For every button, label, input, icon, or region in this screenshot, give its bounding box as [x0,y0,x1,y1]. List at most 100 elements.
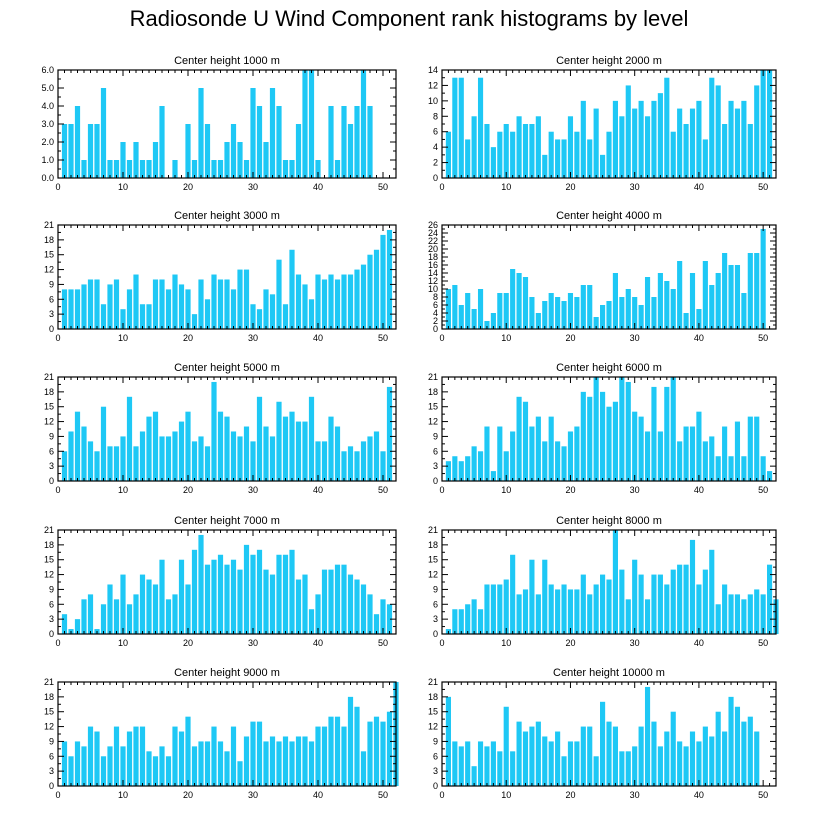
histogram-bar [452,285,458,329]
histogram-bar [126,396,133,481]
y-tick-label: 9 [49,736,54,746]
histogram-bar [120,142,126,178]
histogram-bar [276,401,282,481]
histogram-bar [709,77,715,178]
histogram-bar [510,431,516,481]
y-tick-label: 21 [428,677,438,687]
histogram-bar [282,554,289,634]
histogram-bar [94,731,100,786]
histogram-bar [269,294,276,329]
histogram-bar [632,108,638,178]
histogram-bar [178,731,185,786]
y-tick-label: 8 [433,111,438,121]
histogram-bar [308,70,315,178]
x-tick-label: 0 [55,638,60,648]
histogram-bar [587,285,593,329]
panel-4: Center height 4000 m0 10 20 30 40 50024681012… [428,210,777,343]
histogram-bar [677,108,683,178]
histogram-bar [747,594,753,634]
x-tick-label: 20 [565,790,575,800]
y-tick-label: 10 [428,96,438,106]
y-tick-label: 0 [433,324,438,334]
histogram-bar [354,451,360,481]
histogram-bar [354,579,360,634]
histogram-bar [548,131,554,178]
y-tick-label: 3 [433,614,438,624]
histogram-bar [302,70,308,178]
histogram-bar [477,77,484,178]
histogram-bar [465,604,471,634]
histogram-bar [334,160,341,178]
histogram-bar [561,301,567,329]
histogram-bar [178,284,185,329]
histogram-bar [465,456,471,481]
histogram-bar [497,426,503,481]
histogram-bar [593,756,599,786]
histogram-bar [94,451,100,481]
panel-6: Center height 6000 m 0 10 20 30 40 50 0 3 6 9 12 15 1… [428,362,777,495]
y-tick-label: 12 [44,722,54,732]
x-tick-label: 50 [378,182,388,192]
histogram-bar [165,756,172,786]
histogram-bar [555,731,561,786]
histogram-bar [289,249,295,329]
histogram-bar [211,726,217,786]
histogram-bar [522,589,529,634]
y-tick-label: 4 [433,142,438,152]
histogram-bar [760,229,766,329]
histogram-bar [670,131,676,178]
histogram-bar [619,751,625,786]
histogram-bar [587,726,593,786]
y-tick-label: 3 [49,461,54,471]
histogram-bar [204,299,211,329]
y-tick-label: 15 [44,707,54,717]
histogram-bar [237,761,243,786]
histogram-bar [555,139,561,178]
histogram-bar [289,411,295,481]
histogram-bar [606,131,612,178]
histogram-bar [458,609,464,634]
histogram-bar [380,234,386,329]
histogram-bar [269,436,276,481]
y-tick-label: 10 [428,284,438,294]
histogram-bar [593,317,599,329]
histogram-bar [593,584,599,634]
histogram-bar [373,431,380,481]
histogram-bar [139,304,146,329]
histogram-bar [276,106,282,178]
histogram-bar [146,751,152,786]
histogram-bar [510,554,516,634]
histogram-bar [689,731,696,786]
histogram-bar [146,579,152,634]
histogram-bar [217,741,224,786]
histogram-bar [490,147,496,178]
histogram-bar [651,297,657,329]
histogram-bar [497,751,503,786]
histogram-bar [535,721,541,786]
histogram-bar [133,726,139,786]
histogram-bar [191,549,198,634]
histogram-bar [503,706,509,786]
x-tick-label: 50 [758,485,768,495]
histogram-bar [133,274,139,329]
x-tick-label: 20 [183,182,193,192]
histogram-bar [230,124,237,178]
x-tick-label: 40 [694,182,704,192]
histogram-bar [198,741,204,786]
y-tick-label: 2 [433,316,438,326]
histogram-bar [471,309,477,329]
histogram-bar [689,273,696,329]
histogram-bar [535,594,541,634]
histogram-bar [612,273,618,329]
histogram-bar [191,746,198,786]
histogram-bar [567,431,574,481]
histogram-bar [367,721,373,786]
histogram-bar [619,297,625,329]
histogram-bar [644,116,651,178]
histogram-bar [722,584,728,634]
histogram-bar [133,446,139,481]
histogram-bar [81,284,87,329]
histogram-bar [263,426,269,481]
histogram-bar [61,451,68,481]
histogram-bar [74,106,81,178]
